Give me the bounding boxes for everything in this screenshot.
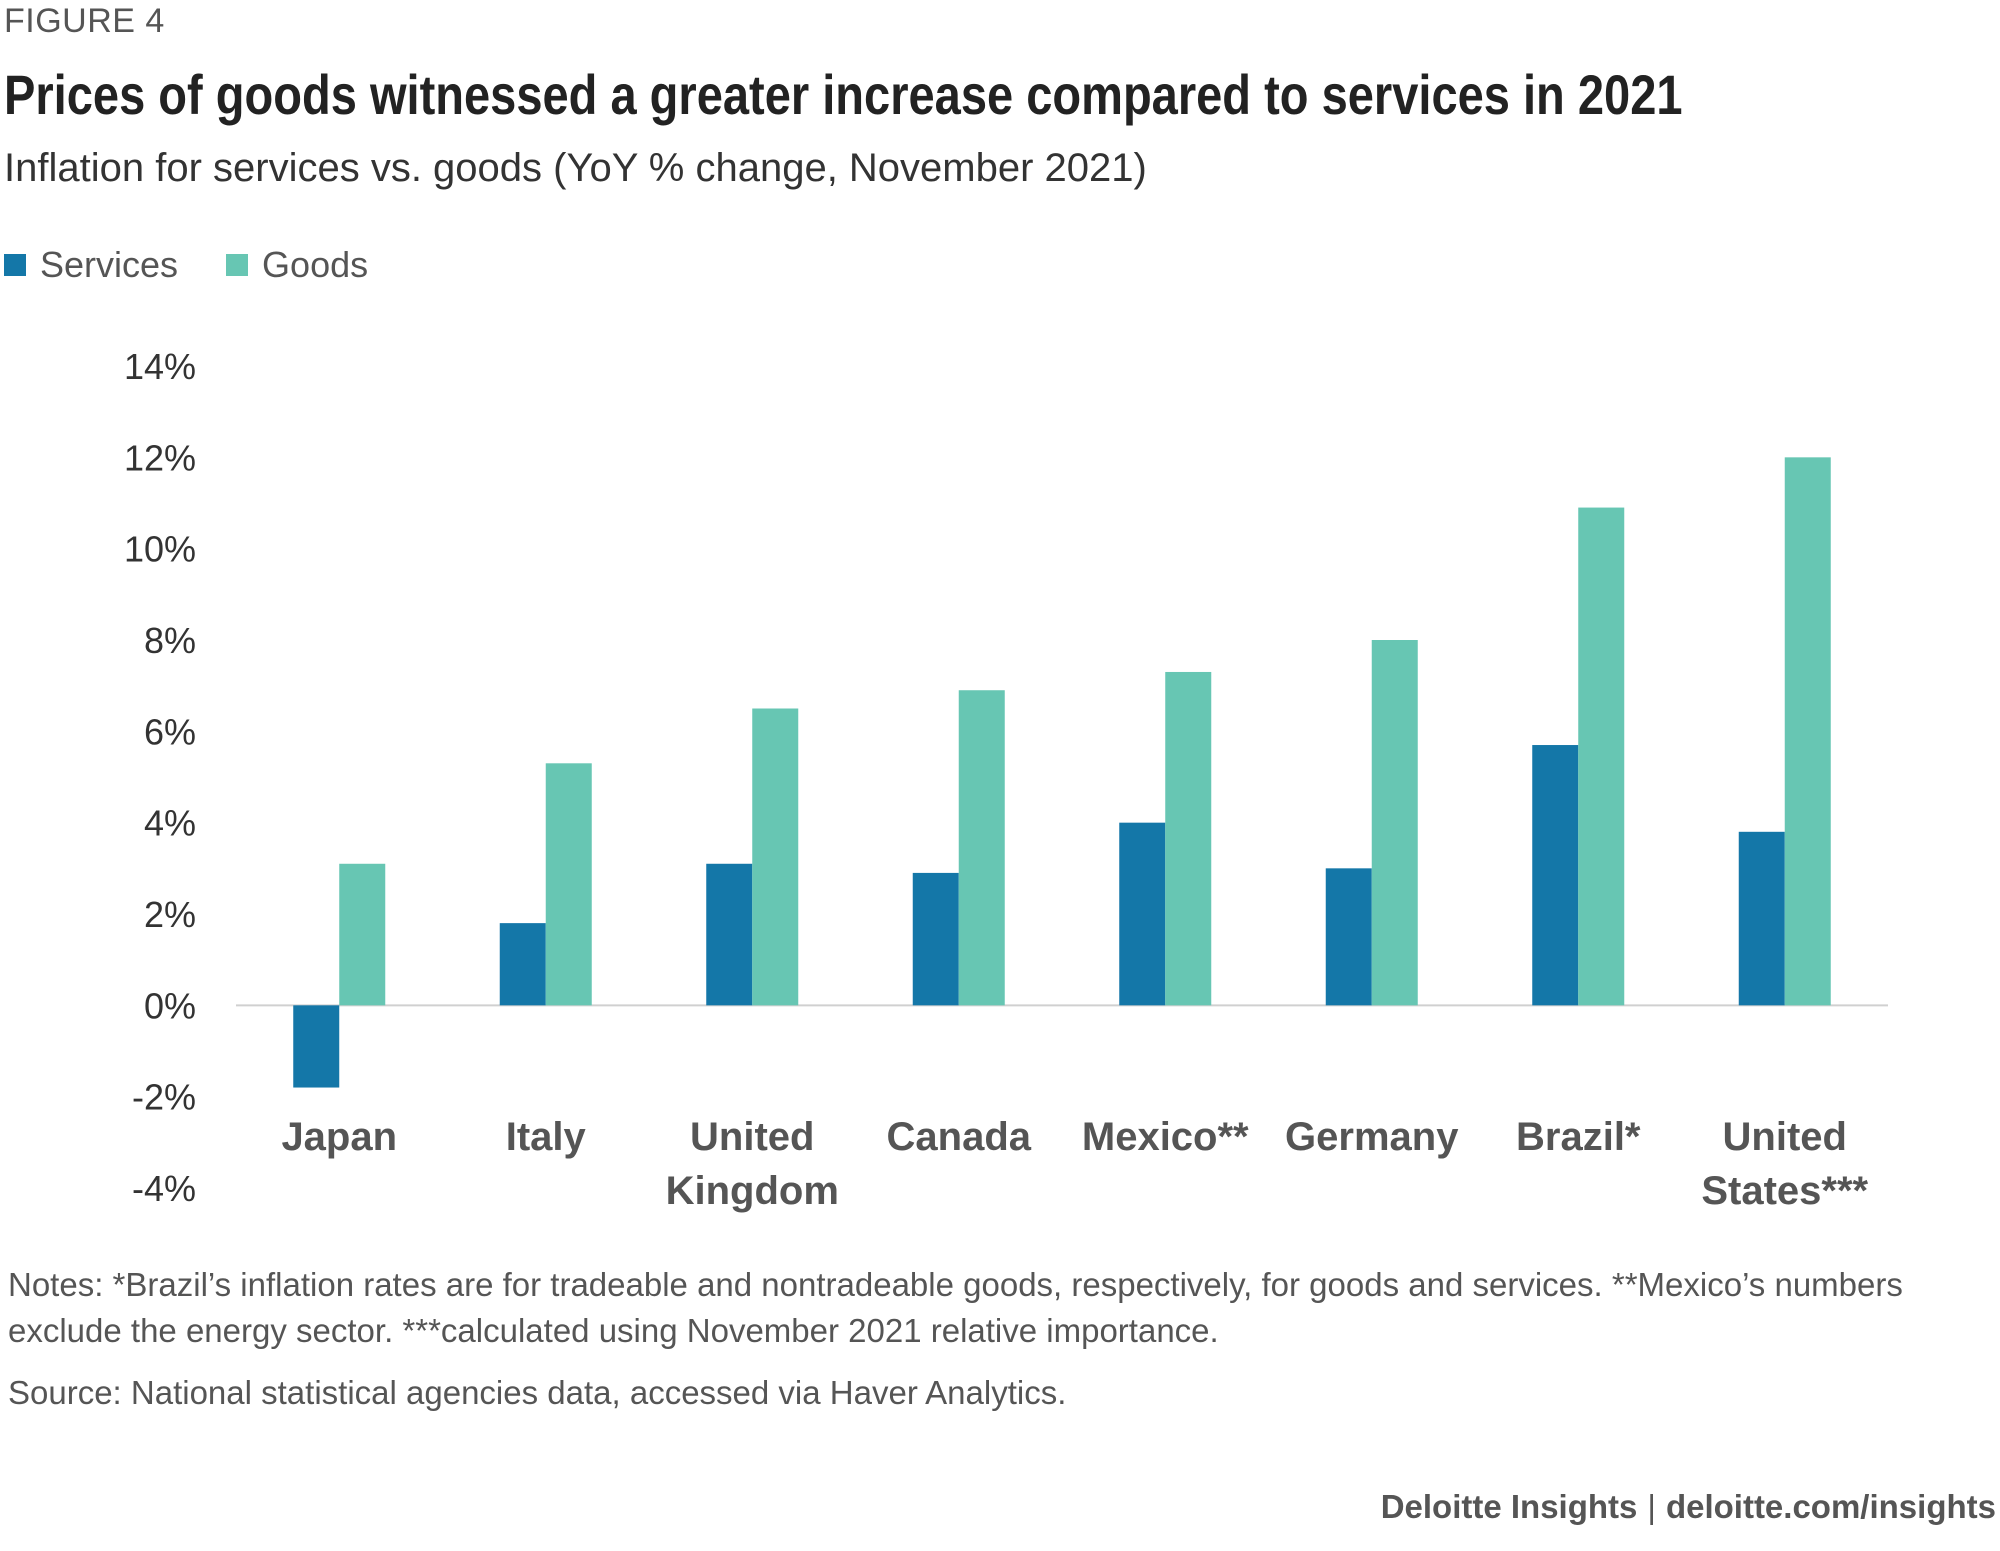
bar-goods [339, 863, 386, 1006]
category-label: Italy [506, 1115, 587, 1159]
legend-item-services: Services [4, 244, 178, 286]
bar-services [1325, 868, 1372, 1006]
y-tick-label: -4% [132, 1168, 196, 1209]
legend-swatch-goods [226, 254, 249, 276]
bar-services [1532, 745, 1579, 1006]
y-tick-label: -2% [132, 1077, 196, 1118]
bar-services [293, 1005, 340, 1088]
y-tick-label: 12% [124, 437, 196, 478]
legend: Services Goods [4, 244, 416, 286]
bar-goods [752, 708, 799, 1006]
footer-brand: Deloitte Insights [1380, 1488, 1638, 1525]
y-tick-label: 14% [124, 346, 196, 387]
bar-goods [1784, 457, 1831, 1006]
bar-goods [1578, 507, 1625, 1006]
category-label: Germany [1285, 1115, 1459, 1159]
category-label: Japan [281, 1115, 397, 1159]
category-label: States*** [1701, 1169, 1868, 1213]
legend-item-goods: Goods [226, 244, 368, 286]
category-label: Mexico** [1082, 1115, 1249, 1159]
y-tick-label: 0% [144, 985, 196, 1026]
category-label: United [1723, 1115, 1847, 1159]
category-label: United [690, 1115, 814, 1159]
bar-goods [1165, 671, 1212, 1006]
footer-url: deloitte.com/insights [1665, 1488, 1996, 1525]
footer-separator: | [1647, 1488, 1656, 1525]
category-label: Canada [887, 1115, 1032, 1159]
bar-services [1738, 831, 1785, 1006]
legend-label-services: Services [40, 244, 179, 285]
bar-chart: 14% 12% 10% 8% 6% 4% 2% 0% -2% -4% Japan Italy Unite… [124, 346, 1888, 1213]
y-tick-label: 2% [144, 894, 196, 935]
legend-label-goods: Goods [262, 244, 369, 285]
bar-goods [1371, 640, 1418, 1006]
legend-swatch-services [4, 254, 26, 276]
bar-goods [545, 763, 592, 1006]
chart-source: Source: National statistical agencies da… [8, 1374, 1067, 1411]
bar-services [912, 872, 959, 1006]
chart-title: Prices of goods witnessed a greater incr… [4, 63, 1683, 126]
y-tick-label: 8% [144, 620, 196, 661]
figure-label: FIGURE 4 [4, 2, 165, 40]
chart-subtitle: Inflation for services vs. goods (YoY % … [4, 146, 1147, 190]
category-label: Brazil* [1516, 1115, 1641, 1159]
y-tick-label: 4% [144, 803, 196, 844]
chart-notes: Notes: *Brazil’s inflation rates are for… [8, 1266, 1903, 1349]
y-tick-label: 6% [144, 711, 196, 752]
bar-services [499, 923, 546, 1006]
bar-services [706, 863, 753, 1006]
bar-services [1119, 822, 1166, 1006]
category-label: Kingdom [666, 1169, 839, 1213]
y-tick-label: 10% [124, 529, 196, 570]
bar-goods [958, 690, 1005, 1006]
footer-attribution: Deloitte Insights | deloitte.com/insights [1381, 1488, 1996, 1526]
